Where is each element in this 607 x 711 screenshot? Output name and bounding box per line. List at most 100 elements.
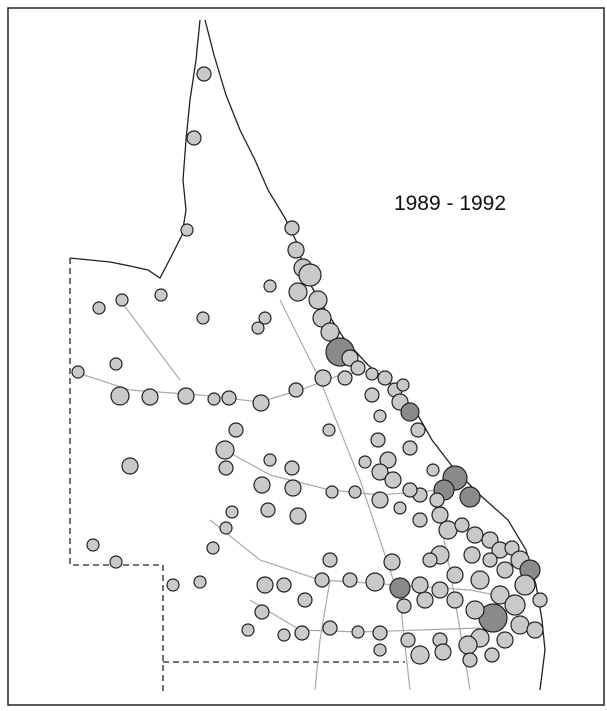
site-marker [384,471,402,489]
site-marker [206,541,220,555]
site-marker [383,553,401,571]
site-marker [256,576,274,594]
site-marker [288,382,304,398]
site-marker [277,628,291,642]
site-marker [228,422,244,438]
site-marker [314,572,330,588]
site-marker [196,311,210,325]
site-marker [348,485,362,499]
site-marker [434,643,452,661]
site-marker [389,577,411,599]
site-marker [121,457,139,475]
site-marker [322,552,338,568]
site-marker [371,463,389,481]
site-marker [402,482,418,498]
site-marker [400,402,420,422]
site-marker [426,463,440,477]
site-marker [372,625,388,641]
site-marker [373,643,387,657]
site-marker [393,501,407,515]
site-marker [411,576,429,594]
site-marker [470,570,490,590]
site-marker [294,625,310,641]
site-marker [351,625,365,639]
site-marker [276,577,292,593]
site-marker [263,453,277,467]
site-marker [446,591,464,609]
site-marker [482,552,498,568]
site-marker [308,290,328,310]
site-marker [504,594,526,616]
site-marker [219,521,233,535]
site-marker [207,392,221,406]
site-marker [109,555,123,569]
site-marker [241,623,255,637]
site-marker [370,432,386,448]
site-marker [532,592,548,608]
site-marker [177,387,195,405]
site-marker [462,652,478,668]
site-marker [225,505,239,519]
site-marker [402,440,418,456]
site-marker [410,645,430,665]
site-marker [325,485,339,499]
site-marker [186,130,202,146]
site-marker [110,386,130,406]
site-marker [371,491,389,509]
site-marker [364,387,380,403]
site-marker [115,293,129,307]
site-marker [109,357,123,371]
site-marker [365,572,385,592]
site-marker [342,572,358,588]
site-marker [254,604,270,620]
site-marker [466,526,484,544]
site-marker [322,423,336,437]
site-marker [350,360,366,376]
site-marker [298,263,322,287]
site-marker [263,279,277,293]
site-marker [288,282,308,302]
site-marker [86,538,100,552]
site-marker [463,546,481,564]
site-marker [193,575,207,589]
site-marker [287,241,305,259]
site-marker [429,492,445,508]
sites [71,66,548,668]
map-title: 1989 - 1992 [394,192,506,215]
site-marker [180,223,194,237]
site-marker [314,369,332,387]
site-marker [221,390,237,406]
site-marker [71,365,85,379]
site-marker [297,592,313,608]
site-marker [496,561,514,579]
site-marker [166,578,180,592]
site-marker [459,486,481,508]
site-marker [400,632,416,648]
site-marker [284,460,300,476]
site-marker [215,440,235,460]
site-marker [289,507,307,525]
site-marker [365,367,379,381]
site-marker [490,585,510,605]
site-marker [412,512,428,528]
site-marker [92,301,106,315]
site-marker [379,451,397,469]
site-marker [458,635,478,655]
site-marker [438,520,458,540]
site-marker [510,615,530,635]
site-marker [396,598,412,614]
site-marker [416,591,434,609]
site-marker [422,552,438,568]
site-marker [431,581,449,599]
site-marker [196,66,212,82]
site-marker [526,621,544,639]
site-marker [484,647,500,663]
site-marker [252,394,270,412]
site-marker [431,506,449,524]
site-marker [446,566,464,584]
site-marker [396,378,410,392]
site-marker [454,517,470,533]
site-marker [320,322,340,342]
site-marker [260,502,276,518]
